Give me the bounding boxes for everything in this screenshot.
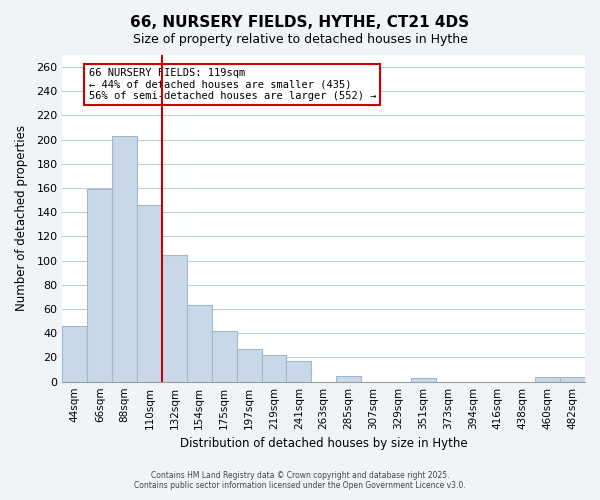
Bar bbox=[112, 136, 137, 382]
Bar bbox=[286, 361, 311, 382]
Bar bbox=[535, 377, 560, 382]
Bar bbox=[212, 331, 236, 382]
Y-axis label: Number of detached properties: Number of detached properties bbox=[15, 126, 28, 312]
Bar bbox=[162, 254, 187, 382]
Text: 66, NURSERY FIELDS, HYTHE, CT21 4DS: 66, NURSERY FIELDS, HYTHE, CT21 4DS bbox=[130, 15, 470, 30]
Text: 66 NURSERY FIELDS: 119sqm
← 44% of detached houses are smaller (435)
56% of semi: 66 NURSERY FIELDS: 119sqm ← 44% of detac… bbox=[89, 68, 376, 102]
Bar bbox=[62, 326, 88, 382]
Bar bbox=[262, 355, 286, 382]
Text: Contains HM Land Registry data © Crown copyright and database right 2025.
Contai: Contains HM Land Registry data © Crown c… bbox=[134, 470, 466, 490]
X-axis label: Distribution of detached houses by size in Hythe: Distribution of detached houses by size … bbox=[180, 437, 467, 450]
Bar bbox=[88, 190, 112, 382]
Bar bbox=[336, 376, 361, 382]
Bar bbox=[411, 378, 436, 382]
Text: Size of property relative to detached houses in Hythe: Size of property relative to detached ho… bbox=[133, 32, 467, 46]
Bar bbox=[560, 377, 585, 382]
Bar bbox=[187, 306, 212, 382]
Bar bbox=[137, 205, 162, 382]
Bar bbox=[236, 349, 262, 382]
